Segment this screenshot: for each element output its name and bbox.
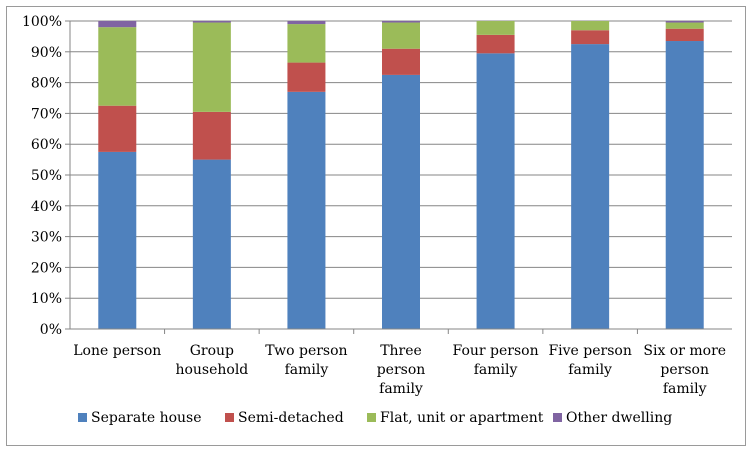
y-axis-ticks: 0% 10% 20% 30% 40% 50% 60% 70% 80% 90% 100% <box>22 14 70 338</box>
legend-swatch <box>367 413 376 422</box>
bar-segment <box>287 21 326 25</box>
legend-label: Separate house <box>91 410 202 426</box>
legend-label: Other dwelling <box>566 410 672 426</box>
bar-segment <box>287 62 326 92</box>
bar-segment <box>476 53 515 330</box>
y-tick-label: 100% <box>22 14 62 30</box>
bar-segment <box>571 30 610 45</box>
bar-segment <box>665 22 704 29</box>
bar-segment <box>287 91 326 329</box>
legend-swatch <box>78 413 87 422</box>
bar-segment <box>98 151 137 329</box>
legend: Separate house Semi-detached Flat, unit or… <box>78 410 672 426</box>
category-label: Group household <box>175 343 248 378</box>
category-labels: Lone person Group household Two person famil… <box>73 343 726 397</box>
bar-segment <box>665 41 704 330</box>
bar-segment <box>476 21 515 35</box>
bar-segment <box>665 21 704 23</box>
bar-segment <box>287 24 326 63</box>
category-label: Three person family <box>377 343 426 397</box>
bar-segment <box>571 21 610 31</box>
legend-label: Semi-detached <box>238 410 344 426</box>
y-tick-label: 90% <box>31 45 62 61</box>
bar-segment <box>382 22 420 49</box>
y-tick-label: 60% <box>31 137 62 153</box>
category-label: Six or more person family <box>643 343 726 397</box>
legend-label: Flat, unit or apartment <box>380 410 544 426</box>
bar-segment <box>192 21 231 23</box>
category-label: Four person family <box>453 343 539 378</box>
category-label: Five person family <box>548 343 631 378</box>
bar-segment <box>98 21 137 28</box>
axes <box>69 21 732 334</box>
bar-segment <box>98 27 137 106</box>
bar-segment <box>192 159 231 329</box>
bar-segment <box>98 105 137 152</box>
legend-swatch <box>553 413 562 422</box>
y-tick-label: 10% <box>31 291 62 307</box>
bar-segment <box>382 74 420 330</box>
y-tick-label: 40% <box>31 199 62 215</box>
category-label: Two person family <box>265 343 347 378</box>
y-tick-label: 0% <box>40 322 62 338</box>
y-tick-label: 20% <box>31 260 62 276</box>
bar-segment <box>382 48 420 75</box>
y-tick-label: 30% <box>31 230 62 246</box>
y-tick-label: 80% <box>31 76 62 92</box>
bar-segment <box>192 22 231 112</box>
bars <box>98 21 704 330</box>
bar-segment <box>476 34 515 54</box>
category-label: Lone person <box>73 343 161 359</box>
bar-segment <box>192 111 231 160</box>
legend-swatch <box>225 413 234 422</box>
bar-segment <box>665 28 704 42</box>
bar-segment <box>382 21 420 23</box>
y-tick-label: 50% <box>31 168 62 184</box>
y-tick-label: 70% <box>31 106 62 122</box>
bar-segment <box>571 44 610 329</box>
